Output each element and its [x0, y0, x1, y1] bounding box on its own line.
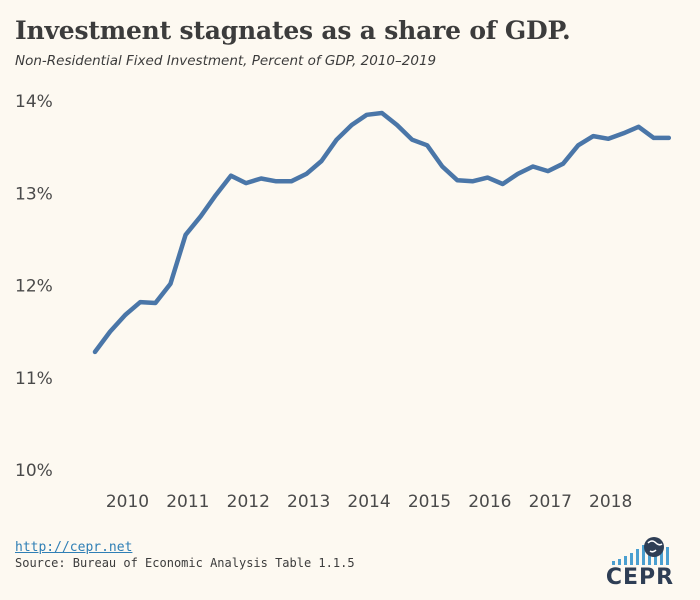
logo-bar [618, 559, 621, 565]
logo-bar [642, 545, 645, 565]
x-tick-label: 2013 [287, 492, 330, 512]
logo-bar [636, 549, 639, 565]
x-tick-label: 2011 [166, 492, 209, 512]
y-tick-label: 12% [15, 277, 53, 297]
source-note: Source: Bureau of Economic Analysis Tabl… [15, 556, 355, 570]
y-tick-label: 11% [15, 369, 53, 389]
x-tick-label: 2017 [529, 492, 572, 512]
y-axis-ticks: 10% 11% 12% 13% 14% [15, 92, 53, 481]
x-tick-label: 2018 [589, 492, 632, 512]
y-tick-label: 14% [15, 92, 53, 112]
logo-text: CEPR [605, 565, 675, 590]
logo-bar [630, 553, 633, 565]
logo-bar [666, 547, 669, 565]
cepr-link[interactable]: http://cepr.net [15, 540, 133, 555]
y-tick-label: 13% [15, 184, 53, 204]
logo-bar [660, 543, 663, 565]
x-tick-label: 2010 [106, 492, 149, 512]
x-tick-label: 2014 [347, 492, 390, 512]
x-tick-label: 2012 [227, 492, 270, 512]
x-axis-ticks: 2010 2011 2012 2013 2014 2015 2016 2017 2018 [106, 492, 632, 512]
chart-subtitle: Non-Residential Fixed Investment, Percen… [15, 53, 437, 69]
cepr-logo: CEPR [604, 519, 676, 591]
y-tick-label: 10% [15, 461, 53, 481]
chart-title: Investment stagnates as a share of GDP. [15, 16, 571, 45]
logo-bar [612, 561, 615, 565]
series-line [92, 110, 672, 355]
line-chart: 10% 11% 12% 13% 14% 2010 2011 2012 2013 2014 2015… [15, 92, 672, 512]
x-tick-label: 2015 [408, 492, 451, 512]
logo-bars-icon [612, 537, 669, 565]
logo-bar [624, 556, 627, 565]
x-tick-label: 2016 [468, 492, 511, 512]
